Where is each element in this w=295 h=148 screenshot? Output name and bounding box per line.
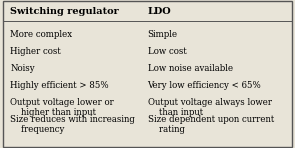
Text: Size reduces with increasing
    frequency: Size reduces with increasing frequency bbox=[10, 115, 135, 134]
Text: Output voltage always lower
    than input: Output voltage always lower than input bbox=[148, 98, 271, 117]
Text: Higher cost: Higher cost bbox=[10, 47, 61, 56]
Text: Size dependent upon current
    rating: Size dependent upon current rating bbox=[148, 115, 274, 134]
Text: Low noise available: Low noise available bbox=[148, 64, 233, 73]
Text: Very low efficiency < 65%: Very low efficiency < 65% bbox=[148, 81, 261, 90]
Text: Highly efficient > 85%: Highly efficient > 85% bbox=[10, 81, 109, 90]
Text: LDO: LDO bbox=[148, 7, 171, 16]
Text: Low cost: Low cost bbox=[148, 47, 186, 56]
Text: More complex: More complex bbox=[10, 30, 73, 39]
Text: Simple: Simple bbox=[148, 30, 178, 39]
Text: Output voltage lower or
    higher than input: Output voltage lower or higher than inpu… bbox=[10, 98, 114, 117]
Text: Switching regulator: Switching regulator bbox=[10, 7, 119, 16]
Text: Noisy: Noisy bbox=[10, 64, 35, 73]
